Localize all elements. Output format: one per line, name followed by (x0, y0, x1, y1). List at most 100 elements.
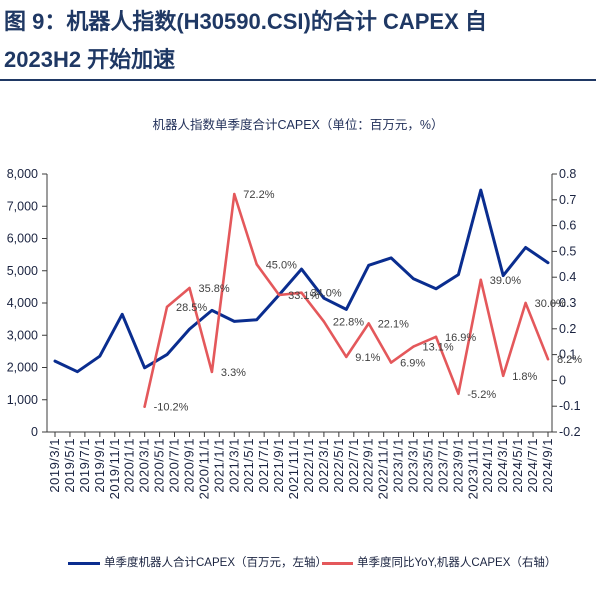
capex-point (502, 274, 505, 277)
x-tick-label: 2019/3/1 (47, 438, 62, 493)
x-tick-label: 2019/5/1 (62, 438, 77, 493)
yoy-data-label: 45.0% (266, 259, 297, 271)
yoy-point (502, 374, 505, 377)
yoy-data-label: 39.0% (490, 275, 521, 287)
figure-heading: 图 9：机器人指数(H30590.CSI)的合计 CAPEX 自 2023H2 … (4, 3, 592, 79)
capex-point (457, 273, 460, 276)
yoy-point (165, 305, 169, 309)
x-tick-label: 2024/1/1 (480, 438, 495, 493)
yoy-point (277, 293, 281, 297)
x-tick-label: 2022/7/1 (346, 438, 361, 493)
y-left-tick-label: 1,000 (7, 393, 38, 407)
capex-point (255, 318, 258, 321)
capex-point (524, 246, 527, 249)
capex-point (300, 267, 303, 271)
x-tick-label: 2021/11/1 (286, 438, 301, 499)
x-tick-label: 2021/3/1 (226, 438, 241, 493)
x-tick-label: 2020/1/1 (122, 438, 137, 493)
data-labels: -10.2% 28.5% 35.8% 3.3% 72.2% 45.0% 33.1%34.0%… (154, 189, 583, 414)
x-tick-label: 2022/11/1 (376, 438, 391, 499)
x-tick-label: 2020/5/1 (152, 438, 167, 493)
yoy-point (210, 370, 214, 374)
y-left-tick-label: 6,000 (7, 232, 38, 246)
x-tick-label: 2020/11/1 (196, 438, 211, 499)
yoy-point (457, 392, 460, 395)
capex-point (53, 359, 57, 363)
y-right-tick-label: 0.6 (559, 219, 576, 233)
y-right-tick-label: 0.5 (559, 244, 576, 258)
yoy-point (300, 291, 303, 294)
yoy-point (546, 358, 550, 361)
capex-point (188, 327, 191, 331)
yoy-point (412, 345, 415, 348)
capex-point (345, 308, 348, 311)
x-tick-label: 2024/5/1 (510, 438, 525, 493)
yoy-data-label: 28.5% (176, 302, 207, 314)
x-tick-label: 2019/9/1 (92, 438, 107, 493)
x-tick-label: 2022/9/1 (361, 438, 376, 493)
x-tick-label: 2024/7/1 (525, 438, 540, 493)
y-left-tick-label: 2,000 (7, 361, 38, 375)
yoy-data-label: 9.1% (355, 352, 380, 364)
x-tick-label: 2019/7/1 (77, 438, 92, 493)
yoy-point (367, 322, 370, 325)
yoy-data-label: 3.3% (221, 367, 246, 379)
capex-point (367, 264, 370, 267)
series-line-yoy (143, 192, 550, 408)
y-right-tick-label: -0.2 (559, 425, 581, 439)
capex-point (479, 188, 482, 192)
legend-swatch-capex (68, 562, 100, 565)
capex-point (434, 287, 438, 290)
capex-point (389, 256, 393, 260)
yoy-point (479, 278, 482, 281)
x-tick-label: 2023/9/1 (450, 438, 465, 493)
y-right-tick-label: 0.3 (559, 296, 576, 310)
yoy-data-label: 22.1% (378, 318, 409, 330)
capex-point (233, 320, 236, 323)
capex-point (412, 277, 415, 280)
x-tick-label: 2020/9/1 (181, 438, 196, 493)
x-tick-label: 2022/1/1 (301, 438, 316, 493)
series-line-capex (53, 188, 550, 374)
y-left-tick-label: 0 (31, 425, 38, 439)
yoy-point (143, 405, 146, 408)
legend-swatch-yoy (322, 562, 353, 565)
capex-point (210, 309, 214, 312)
yoy-data-label: 1.8% (512, 371, 537, 383)
yoy-point (524, 301, 527, 305)
x-tick-label: 2024/9/1 (540, 438, 555, 493)
y-right-tick-label: 0 (559, 373, 566, 387)
yoy-data-label: 8.2% (557, 354, 582, 366)
y-right-tick-label: 0.8 (559, 167, 576, 181)
y-left-tick-label: 4,000 (7, 296, 38, 310)
x-tick-label: 2023/3/1 (406, 438, 421, 493)
x-tick-label: 2022/5/1 (331, 438, 346, 493)
figure-heading-line-1: 图 9：机器人指数(H30590.CSI)的合计 CAPEX 自 (4, 9, 487, 34)
x-tick-label: 2020/7/1 (167, 438, 182, 493)
y-left-tick-label: 8,000 (7, 167, 38, 181)
x-tick-label: 2021/9/1 (271, 438, 286, 493)
legend-label-yoy: 单季度同比YoY,机器人CAPEX（右轴） (357, 557, 557, 569)
x-tick-label: 2019/11/1 (107, 438, 122, 499)
yoy-data-label: 72.2% (243, 189, 274, 201)
x-tick-label: 2023/7/1 (435, 438, 450, 493)
capex-point (546, 261, 550, 264)
yoy-point (188, 286, 191, 290)
yoy-point (434, 335, 438, 338)
legend-label-capex: 单季度机器人合计CAPEX（百万元，左轴） (104, 557, 327, 569)
series-layer (53, 188, 550, 408)
yoy-data-label: 33.1% (288, 290, 319, 302)
figure-heading-line-2: 2023H2 开始加速 (4, 47, 176, 72)
x-tick-label: 2020/3/1 (137, 438, 152, 493)
axis-ticks: 8,000 7,000 6,000 5,000 4,000 3,000 2,000 1,000… (7, 167, 581, 499)
yoy-data-label: -5.2% (467, 389, 496, 401)
x-tick-label: 2023/11/1 (465, 438, 480, 499)
yoy-data-label: 35.8% (199, 283, 230, 295)
yoy-point (389, 361, 393, 364)
y-left-tick-label: 5,000 (7, 264, 38, 278)
y-right-tick-label: 0.7 (559, 193, 576, 207)
y-right-tick-label: 0.1 (559, 348, 576, 362)
y-left-tick-label: 7,000 (7, 199, 38, 213)
